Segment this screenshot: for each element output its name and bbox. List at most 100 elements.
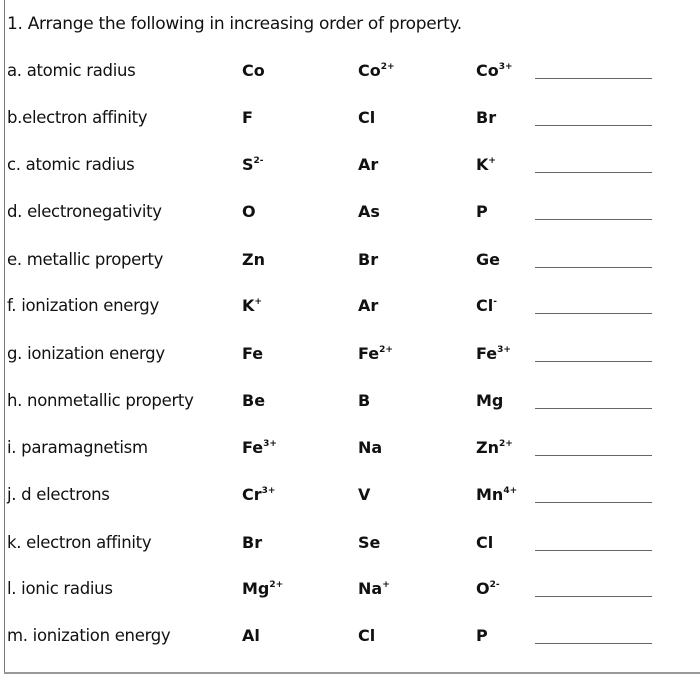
species: Na <box>358 438 382 457</box>
species-charge: 2+ <box>379 345 393 355</box>
species: Mn4+ <box>476 485 517 504</box>
species: Co <box>242 61 265 80</box>
question-row: h. nonmetallic property Be B Mg <box>0 391 700 421</box>
species: Fe3+ <box>242 438 277 457</box>
answer-blank[interactable] <box>535 361 652 362</box>
species: F <box>242 108 253 127</box>
species-symbol: Cl <box>476 533 494 552</box>
species: Se <box>358 533 380 552</box>
question-row: c. atomic radius S2- Ar K+ <box>0 155 700 185</box>
species: V <box>358 485 370 504</box>
question-row: e. metallic property Zn Br Ge <box>0 250 700 280</box>
property-label: a. atomic radius <box>7 61 136 80</box>
species: K+ <box>242 296 262 315</box>
property-label: i. paramagnetism <box>7 438 148 457</box>
question-row: b.electron affinity F Cl Br <box>0 108 700 138</box>
property-label: m. ionization energy <box>7 626 171 645</box>
answer-blank[interactable] <box>535 550 652 551</box>
page-bottom-border <box>4 672 700 674</box>
species-charge: + <box>382 580 390 590</box>
species-symbol: Cl <box>476 296 494 315</box>
species-symbol: Fe <box>242 438 264 457</box>
species-symbol: K <box>476 155 489 174</box>
species-symbol: Br <box>242 533 263 552</box>
property-label: h. nonmetallic property <box>7 391 194 410</box>
species-charge: 2+ <box>499 439 513 449</box>
species: O <box>242 202 256 221</box>
question-row: g. ionization energy Fe Fe2+ Fe3+ <box>0 344 700 374</box>
species-charge: 2+ <box>269 580 284 590</box>
species-symbol: F <box>242 108 253 127</box>
question-row: f. ionization energy K+ Ar Cl- <box>0 296 700 326</box>
species-symbol: Co <box>358 61 381 80</box>
species-symbol: O <box>242 202 256 221</box>
species: Cr3+ <box>242 485 275 504</box>
species-symbol: Ge <box>476 250 500 269</box>
species: Be <box>242 391 265 410</box>
species-symbol: Br <box>476 108 497 127</box>
species: Na+ <box>358 579 390 598</box>
species: Cl <box>476 533 493 552</box>
species-symbol: Fe <box>242 344 264 363</box>
species-symbol: Co <box>476 61 499 80</box>
species: Br <box>358 250 378 269</box>
species-symbol: Mg <box>476 391 504 410</box>
species-symbol: P <box>476 626 488 645</box>
species-symbol: B <box>358 391 371 410</box>
species-symbol: Se <box>358 533 381 552</box>
species-symbol: Fe <box>476 344 498 363</box>
species: Zn2+ <box>476 438 513 457</box>
answer-blank[interactable] <box>535 502 652 503</box>
answer-blank[interactable] <box>535 408 652 409</box>
property-label: g. ionization energy <box>7 344 165 363</box>
species: Co3+ <box>476 61 513 80</box>
answer-blank[interactable] <box>535 455 652 456</box>
species-symbol: Na <box>358 438 383 457</box>
species-symbol: Mn <box>476 485 504 504</box>
answer-blank[interactable] <box>535 78 652 79</box>
species: Cl <box>358 108 375 127</box>
species-charge: 2- <box>253 156 264 166</box>
answer-blank[interactable] <box>535 596 652 597</box>
species-charge: 3+ <box>263 439 277 449</box>
answer-blank[interactable] <box>535 125 652 126</box>
species: O2- <box>476 579 500 598</box>
species: Mg2+ <box>242 579 283 598</box>
species-symbol: Cr <box>242 485 262 504</box>
species: P <box>476 202 488 221</box>
property-label: e. metallic property <box>7 250 164 269</box>
species: Fe <box>242 344 263 363</box>
species-symbol: P <box>476 202 488 221</box>
species-symbol: Ar <box>358 296 379 315</box>
species: Co2+ <box>358 61 395 80</box>
property-label: f. ionization energy <box>7 296 159 315</box>
species: Br <box>476 108 496 127</box>
property-label: d. electronegativity <box>7 202 162 221</box>
species-symbol: Co <box>242 61 265 80</box>
species-symbol: Br <box>358 250 379 269</box>
answer-blank[interactable] <box>535 267 652 268</box>
species-symbol: K <box>242 296 255 315</box>
answer-blank[interactable] <box>535 172 652 173</box>
species-symbol: Mg <box>242 579 270 598</box>
page-left-border <box>4 0 5 673</box>
species: Ar <box>358 155 378 174</box>
question-row: i. paramagnetism Fe3+ Na Zn2+ <box>0 438 700 468</box>
species: As <box>358 202 380 221</box>
property-label: j. d electrons <box>7 485 110 504</box>
property-label: k. electron affinity <box>7 533 152 552</box>
species: B <box>358 391 370 410</box>
answer-blank[interactable] <box>535 313 652 314</box>
species-symbol: Cl <box>358 108 376 127</box>
species: Fe2+ <box>358 344 393 363</box>
species-charge: + <box>488 156 496 166</box>
answer-blank[interactable] <box>535 643 652 644</box>
species: Ar <box>358 296 378 315</box>
species-charge: 3+ <box>497 345 511 355</box>
species: Br <box>242 533 262 552</box>
species: Zn <box>242 250 265 269</box>
species-symbol: Zn <box>242 250 265 269</box>
question-row: m. ionization energy Al Cl P <box>0 626 700 656</box>
question-title: 1. Arrange the following in increasing o… <box>7 14 462 34</box>
answer-blank[interactable] <box>535 219 652 220</box>
